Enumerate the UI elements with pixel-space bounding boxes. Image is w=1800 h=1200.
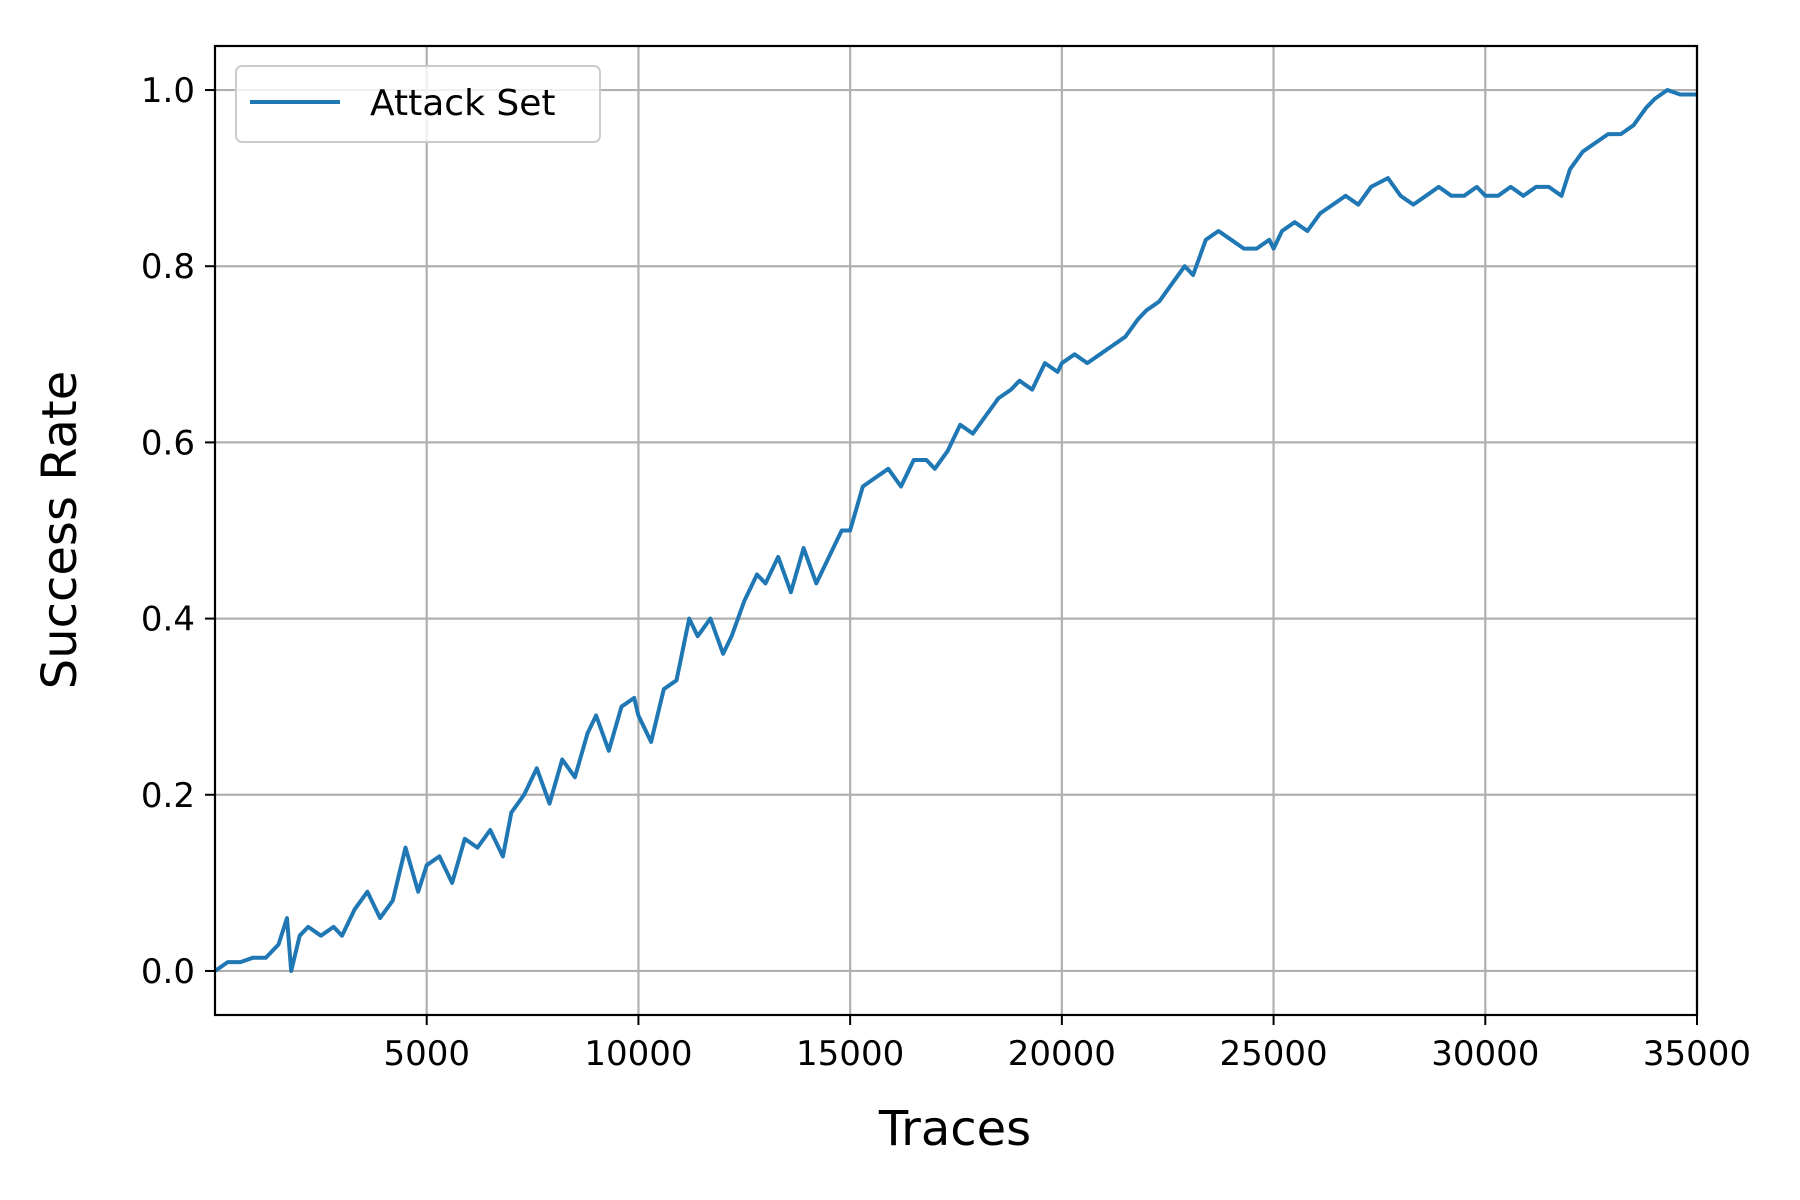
legend-label-attack-set: Attack Set [370,83,555,124]
x-tick-label: 35000 [1643,1034,1751,1074]
x-tick-label: 5000 [383,1034,470,1074]
plot-frame [213,44,1699,1017]
y-tick-label: 0.2 [141,776,195,816]
y-tick-label: 0.0 [141,952,195,992]
y-tick-label: 0.8 [141,247,195,287]
y-tick-label: 1.0 [141,71,195,111]
series-layer [213,88,1697,973]
legend: Attack Set [235,65,601,143]
x-tick-label: 25000 [1219,1034,1327,1074]
legend-box [235,65,601,143]
y-tick-label: 0.4 [141,600,195,640]
x-tick-label: 10000 [584,1034,692,1074]
y-tick-label: 0.6 [141,423,195,463]
x-axis-label: Traces [878,1101,1031,1157]
series-line-attack-set [213,88,1697,973]
x-tick-label: 20000 [1008,1034,1116,1074]
x-tick-label: 15000 [796,1034,904,1074]
x-tick-label: 30000 [1431,1034,1539,1074]
y-axis-label: Success Rate [32,371,88,690]
ticks: 5000 10000 15000 20000 25000 30000 35000 0.0 0.2… [141,71,1751,1074]
grid [215,46,1699,1015]
